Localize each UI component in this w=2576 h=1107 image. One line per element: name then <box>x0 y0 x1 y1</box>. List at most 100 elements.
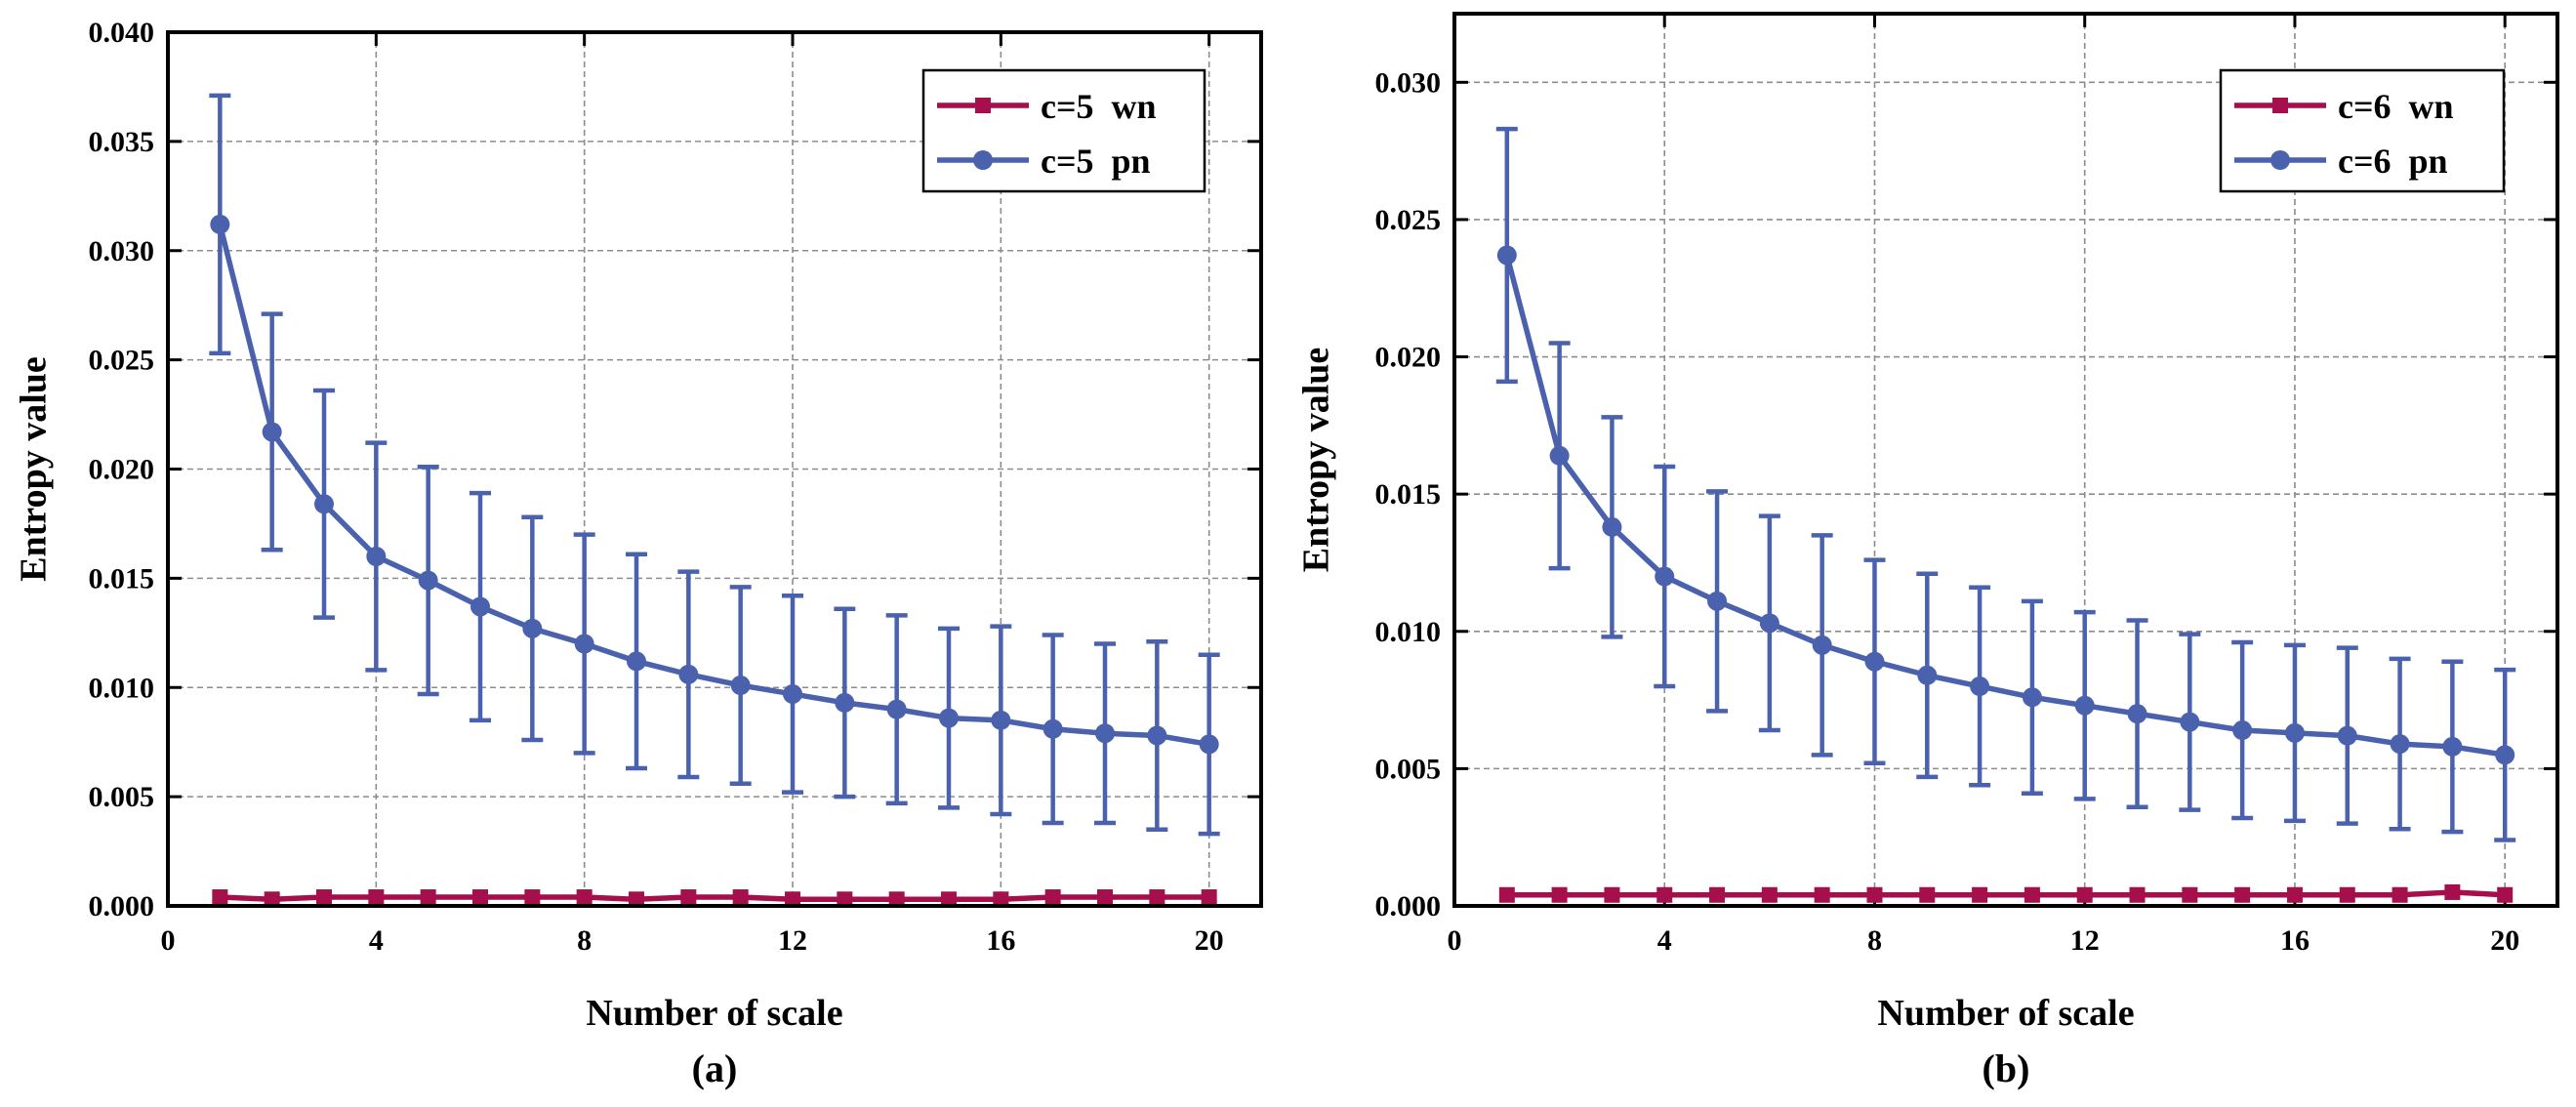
data-point <box>1866 886 1883 903</box>
y-tick-label: 0.005 <box>1375 753 1442 785</box>
y-axis-label: Entropy value <box>1296 348 1337 573</box>
data-point <box>522 618 543 638</box>
data-point <box>835 692 855 713</box>
data-point <box>629 891 644 908</box>
data-point <box>1707 591 1728 611</box>
data-point <box>212 889 228 906</box>
legend-label: c=5 pn <box>1041 142 1151 181</box>
data-point <box>576 889 593 906</box>
legend-marker <box>2272 98 2288 113</box>
data-point <box>1549 445 1570 466</box>
data-point <box>678 664 699 684</box>
x-tick-label: 20 <box>1195 924 1224 957</box>
data-point <box>2442 736 2463 757</box>
series-line <box>1506 889 2506 898</box>
data-point <box>1199 734 1219 755</box>
y-tick-label: 0.035 <box>89 126 155 158</box>
data-point <box>2286 886 2303 903</box>
data-point <box>2074 695 2095 716</box>
x-tick-label: 12 <box>2070 924 2100 957</box>
x-tick-label: 16 <box>986 924 1015 957</box>
data-point <box>2022 687 2042 708</box>
y-tick-label: 0.010 <box>89 672 155 704</box>
data-point <box>680 889 697 906</box>
y-tick-label: 0.000 <box>89 890 155 922</box>
data-point <box>1655 566 1675 587</box>
data-point <box>2392 886 2408 903</box>
y-tick-label: 0.025 <box>89 345 155 377</box>
y-tick-label: 0.030 <box>1375 66 1442 99</box>
legend-box <box>921 68 1206 193</box>
data-point <box>783 683 802 704</box>
x-axis-label: Number of scale <box>1877 993 2134 1034</box>
data-point <box>2129 886 2146 903</box>
data-point <box>368 889 385 906</box>
x-tick-label: 0 <box>1448 924 1462 957</box>
data-point <box>1761 886 1778 903</box>
y-tick-label: 0.015 <box>89 562 155 594</box>
data-point <box>470 596 490 617</box>
data-point <box>1201 889 1217 906</box>
y-tick-label: 0.005 <box>89 781 155 813</box>
y-tick-label: 0.020 <box>89 454 155 486</box>
series-wn <box>212 889 1217 908</box>
data-point <box>2024 886 2040 903</box>
x-tick-label: 4 <box>369 924 384 957</box>
data-point <box>574 634 594 654</box>
data-point <box>1972 886 1988 903</box>
data-point <box>1656 886 1673 903</box>
x-tick-label: 16 <box>2280 924 2310 957</box>
y-axis-label: Entropy value <box>14 356 55 582</box>
data-point <box>1147 725 1167 746</box>
data-point <box>1498 886 1515 903</box>
data-point <box>420 889 436 906</box>
y-tick-label: 0.030 <box>89 235 155 267</box>
legend: c=5 wn c=5 pn <box>921 68 1206 193</box>
data-point <box>2497 886 2514 903</box>
data-point <box>1812 635 1832 655</box>
x-tick-label: 12 <box>778 924 807 957</box>
data-point <box>730 676 751 696</box>
x-tick-label: 20 <box>2490 924 2519 957</box>
data-point <box>1044 889 1061 906</box>
data-point <box>2232 720 2253 741</box>
data-point <box>1149 889 1165 906</box>
data-point <box>418 570 438 591</box>
data-point <box>2495 745 2515 765</box>
data-point <box>1814 886 1830 903</box>
data-point <box>1917 665 1938 685</box>
data-point <box>837 891 853 908</box>
legend-label: c=5 wn <box>1041 87 1157 126</box>
series-pn <box>209 93 1220 837</box>
series-line <box>220 894 1209 903</box>
data-point <box>2234 886 2251 903</box>
series-pn <box>1495 126 2516 842</box>
legend-marker <box>975 98 991 113</box>
data-point <box>2076 886 2093 903</box>
data-point <box>1551 886 1568 903</box>
data-point <box>993 891 1009 908</box>
y-tick-label: 0.040 <box>89 17 155 49</box>
data-point <box>262 422 282 442</box>
data-point <box>1604 886 1620 903</box>
x-tick-label: 8 <box>577 924 592 957</box>
panel-label: (b) <box>1983 1046 2030 1090</box>
y-tick-label: 0.015 <box>1375 478 1442 511</box>
data-point <box>2444 883 2461 900</box>
series-line <box>1504 254 2506 758</box>
data-point <box>2127 704 2147 724</box>
data-point <box>2337 725 2357 746</box>
data-point <box>1602 516 1622 537</box>
data-point <box>2180 712 2200 732</box>
data-point <box>1864 651 1885 672</box>
legend-label: c=6 wn <box>2338 87 2454 126</box>
series-wn <box>1498 883 2514 903</box>
y-tick-label: 0.020 <box>1375 342 1442 374</box>
plot-frame <box>166 30 1263 908</box>
legend-marker <box>2270 150 2290 170</box>
data-point <box>366 547 387 566</box>
data-point <box>210 214 230 234</box>
data-point <box>1095 723 1115 744</box>
legend-label: c=6 pn <box>2338 142 2448 181</box>
